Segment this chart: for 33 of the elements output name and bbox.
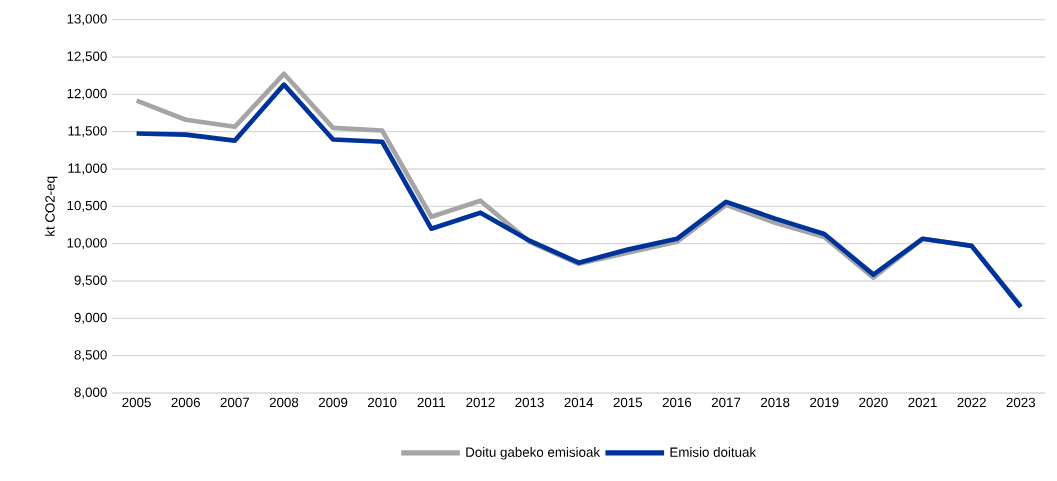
y-tick-label: 8,500	[74, 350, 107, 362]
y-tick-label: 10,000	[67, 238, 107, 250]
x-tick-label: 2005	[122, 397, 151, 408]
x-tick-label: 2015	[613, 397, 643, 408]
x-tick-label: 2022	[957, 397, 986, 408]
x-tick-label: 2010	[368, 397, 397, 408]
y-tick-label: 12,000	[67, 88, 107, 100]
y-tick-label: 9,500	[74, 275, 107, 287]
x-tick-label: 2014	[564, 397, 594, 408]
y-tick-label: 10,500	[67, 200, 107, 212]
x-tick-label: 2020	[859, 397, 888, 408]
x-tick-label: 2012	[466, 397, 495, 408]
y-tick-label: 11,000	[68, 163, 107, 175]
x-tick-label: 2013	[515, 397, 544, 408]
y-tick-label: 8,000	[74, 387, 107, 399]
x-tick-label: 2016	[662, 397, 692, 408]
y-tick-label: 13,000	[67, 14, 107, 26]
legend-label: Doitu gabeko emisioak	[466, 447, 601, 460]
x-tick-label: 2006	[171, 397, 200, 408]
y-tick-label: 9,000	[74, 312, 107, 324]
x-tick-label: 2017	[711, 397, 741, 408]
y-axis-title: kt CO2-eq	[44, 176, 58, 236]
x-tick-label: 2007	[220, 397, 249, 408]
legend-label: Emisio doituak	[670, 447, 757, 457]
x-tick-label: 2011	[417, 397, 445, 408]
x-tick-label: 2021	[908, 397, 937, 408]
x-tick-label: 2018	[761, 397, 790, 408]
x-tick-label: 2023	[1006, 397, 1036, 408]
x-tick-label: 2009	[318, 397, 348, 408]
x-tick-label: 2019	[810, 397, 839, 408]
y-tick-label: 12,500	[67, 51, 107, 63]
x-tick-label: 2008	[269, 397, 299, 408]
y-tick-label: 11,500	[68, 126, 107, 138]
